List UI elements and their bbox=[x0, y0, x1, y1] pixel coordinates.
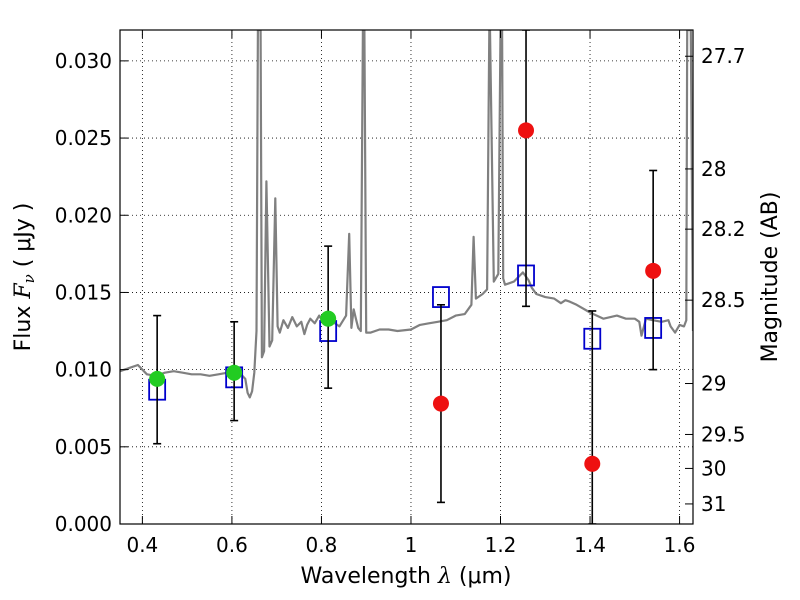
y-tick-label: 0.010 bbox=[55, 358, 112, 382]
nondetection-point bbox=[518, 122, 535, 139]
nondetection-point bbox=[645, 262, 662, 279]
x-tick-label: 0.8 bbox=[306, 533, 338, 557]
x-tick-label: 0.4 bbox=[126, 533, 158, 557]
plot-frame bbox=[119, 29, 694, 525]
x-tick-label: 0.6 bbox=[216, 533, 248, 557]
x-tick-label: 1.6 bbox=[664, 533, 696, 557]
axis-ticks: 0.4 0.6 0.8 1 1.2 1.4 1.6 0.000 0.005 0.010 0.015 0… bbox=[55, 30, 746, 557]
y-tick-label: 0.020 bbox=[55, 203, 112, 227]
right-tick-label: 28.2 bbox=[701, 217, 746, 241]
y-tick-label: 0.000 bbox=[55, 512, 112, 536]
detection-point bbox=[320, 310, 337, 327]
right-tick-label: 30 bbox=[701, 456, 726, 480]
plot-area bbox=[120, 30, 693, 524]
y-tick-label: 0.030 bbox=[55, 49, 112, 73]
spectrum-line bbox=[120, 30, 693, 399]
right-tick-label: 31 bbox=[701, 492, 726, 516]
x-tick-label: 1.2 bbox=[485, 533, 517, 557]
x-tick-label: 1.4 bbox=[574, 533, 606, 557]
x-tick-label: 1 bbox=[405, 533, 418, 557]
right-tick-label: 29 bbox=[701, 372, 726, 396]
nondetection-point bbox=[584, 455, 601, 472]
nondetection-point bbox=[432, 395, 449, 412]
detection-point bbox=[226, 364, 243, 381]
right-axis-label: Magnitude (AB) bbox=[758, 192, 783, 363]
right-tick-label: 28 bbox=[701, 157, 726, 181]
x-axis-label: Wavelength λ (μm) bbox=[300, 564, 511, 589]
y-tick-label: 0.005 bbox=[55, 435, 112, 459]
right-tick-label: 29.5 bbox=[701, 422, 746, 446]
y-tick-label: 0.025 bbox=[55, 126, 112, 150]
right-tick-label: 28.5 bbox=[701, 288, 746, 312]
y-axis-label: Flux Fν ( μJy ) bbox=[11, 203, 38, 352]
y-tick-label: 0.015 bbox=[55, 280, 112, 304]
right-tick-label: 27.7 bbox=[701, 44, 746, 68]
detection-point bbox=[149, 370, 166, 387]
